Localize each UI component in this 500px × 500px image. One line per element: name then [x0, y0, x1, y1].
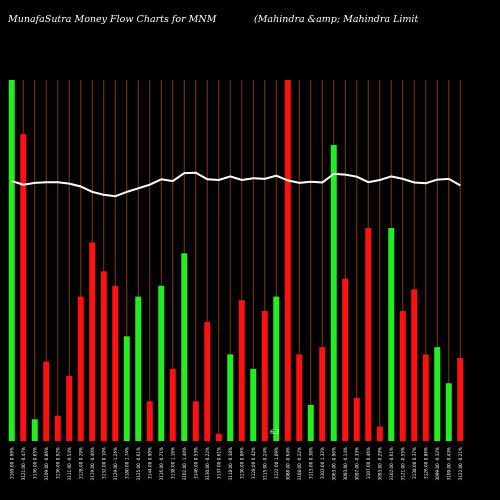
x-tick-label: 3136.00 0.92%	[55, 447, 60, 479]
x-tick-label: 3093.00 -0.14%	[343, 447, 348, 480]
x-tick-label: 3126.00 0.86%	[423, 447, 428, 479]
chart-bar	[284, 80, 291, 441]
x-tick-label: 3107.00 0.46%	[366, 447, 371, 479]
x-tick-label: 3108.00 -0.22%	[297, 447, 302, 480]
chart-line	[11, 171, 461, 198]
chart-bar	[77, 296, 84, 441]
x-tick-label: 3102.00 -0.61%	[389, 447, 394, 480]
x-tick-label: 3109.00 -0.43%	[446, 447, 451, 480]
x-tick-label: 3088.00 -0.64%	[285, 447, 290, 480]
x-tick-label: 3130.00 0.06%	[239, 447, 244, 479]
x-tick-label: 3097.00 -0.33%	[354, 447, 359, 480]
chart-bars	[8, 80, 464, 442]
chart-bar	[342, 278, 349, 441]
x-tick-label: 3138.00 1.16%	[170, 447, 175, 479]
x-tick-label: 3132.00 0.10%	[101, 447, 106, 479]
chart-bar	[307, 404, 314, 441]
x-tick-label: 3111.00 -0.54%	[67, 447, 72, 480]
x-tick-label: 3116.00 -0.71%	[159, 447, 164, 480]
chart-bar	[31, 419, 38, 441]
x-tick-label: 3109.00 -0.86%	[44, 447, 49, 480]
x-tick-label: 3169.00 0.99%	[9, 447, 14, 479]
x-tick-label: 3118.00 -0.38%	[228, 447, 233, 480]
chart-bar	[54, 415, 61, 441]
chart-bar	[319, 347, 326, 441]
chart-title-company: (Mahindra &amp; Mahindra Limit	[254, 14, 418, 25]
x-tick-label: 3119.00 -0.40%	[90, 447, 95, 480]
chart-annotation: 6.3	[270, 429, 280, 436]
chart-bar	[388, 228, 395, 441]
chart-title: MunafaSutra Money Flow Charts for MNM	[7, 14, 217, 25]
chart-bar	[135, 296, 142, 441]
x-tick-label: 3103.00 1.32%	[320, 447, 325, 479]
x-tick-label: 3130.00 -0.22%	[205, 447, 210, 480]
x-tick-label: 3128.00 0.42%	[251, 447, 256, 479]
chart-tick-labels: 3169.00 0.99% 3121.00 -0.47% 3136.00 0.65%…	[9, 447, 463, 480]
chart-bar	[20, 134, 27, 441]
chart-bar	[192, 401, 199, 441]
x-tick-label: 3099.00 -0.32%	[435, 447, 440, 480]
chart-bar	[89, 242, 96, 441]
chart-bar	[238, 300, 245, 441]
chart-bar	[112, 285, 119, 441]
x-tick-label: 3137.00 0.61%	[216, 447, 221, 479]
chart-bar	[353, 397, 360, 441]
x-tick-label: 3102.00 -1.40%	[182, 447, 187, 480]
x-tick-label: 3115.00 -0.24%	[262, 447, 267, 480]
chart-bar	[8, 80, 15, 441]
chart-bar	[399, 311, 406, 441]
x-tick-label: 3122.00 1.09%	[274, 447, 279, 479]
x-tick-label: 3121.00 -0.55%	[400, 447, 405, 480]
x-tick-label: 3125.00 -0.61%	[136, 447, 141, 480]
chart-bar	[215, 433, 222, 441]
money-flow-line	[11, 171, 461, 198]
chart-bar	[43, 361, 50, 441]
chart-bar	[445, 383, 452, 441]
x-tick-label: 3121.00 -0.47%	[21, 447, 26, 480]
chart-bar	[261, 311, 268, 441]
chart-bar	[100, 271, 107, 441]
chart-bar	[411, 289, 418, 441]
x-tick-label: 3129.00 -1.26%	[113, 447, 118, 480]
chart-bar	[181, 253, 188, 441]
chart-bar	[158, 285, 165, 441]
x-tick-label: 3136.00 0.65%	[32, 447, 37, 479]
chart-bar	[123, 336, 130, 441]
chart-bar	[296, 354, 303, 441]
chart-bar	[66, 376, 73, 441]
x-tick-label: 3115.00 0.38%	[308, 447, 313, 479]
chart-bar	[376, 426, 383, 441]
chart-bar	[227, 354, 234, 441]
x-tick-label: 3144.00 0.90%	[147, 447, 152, 479]
chart-bar	[457, 357, 464, 441]
x-tick-label: 3122.00 -0.21%	[458, 447, 463, 480]
chart-bar	[146, 401, 153, 441]
chart-bar	[273, 296, 280, 441]
x-tick-label: 3063.00 -0.96%	[331, 447, 336, 480]
x-tick-label: 3128.00 0.29%	[78, 447, 83, 479]
chart-bar	[365, 228, 372, 441]
chart-bar	[204, 321, 211, 441]
chart-bar	[422, 354, 429, 441]
chart-bar	[330, 144, 337, 442]
chart-bar	[250, 368, 257, 441]
chart-bar	[169, 368, 176, 441]
x-tick-label: 3180.00 1.74%	[124, 447, 129, 479]
x-tick-label: 3146.00 0.53%	[193, 447, 198, 479]
x-tick-label: 3093.00 -0.29%	[377, 447, 382, 480]
x-tick-label: 3138.00 0.37%	[412, 447, 417, 479]
chart-bar	[434, 347, 441, 441]
